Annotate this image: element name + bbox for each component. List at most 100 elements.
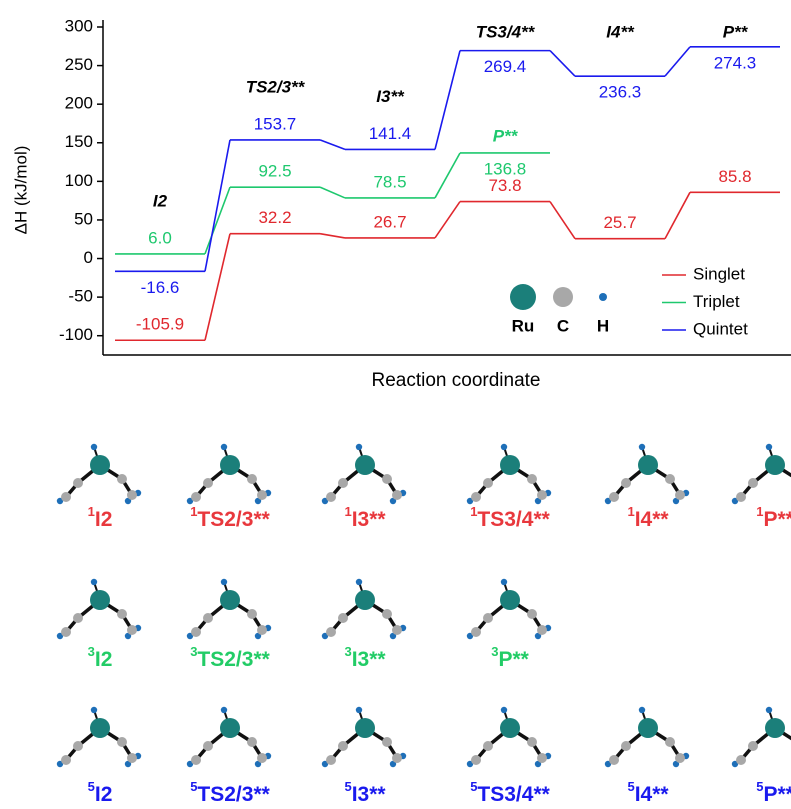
- y-tick-label: 200: [65, 94, 93, 113]
- ru-atom: [355, 455, 375, 475]
- c-atom: [675, 753, 685, 763]
- ru-atom: [90, 590, 110, 610]
- c-atom: [736, 492, 746, 502]
- connector: [435, 51, 460, 150]
- structure-spin: 3: [491, 644, 498, 659]
- molecule: [187, 444, 271, 504]
- value-label: 153.7: [254, 114, 297, 133]
- structure-name: I2: [95, 508, 113, 531]
- molecule: [732, 707, 791, 767]
- c-atom: [257, 625, 267, 635]
- structure-spin: 3: [344, 644, 351, 659]
- value-label: 78.5: [373, 172, 406, 191]
- structure-label: 1I3**: [344, 504, 386, 530]
- connector: [435, 202, 460, 238]
- category-label: TS2/3**: [246, 77, 306, 96]
- value-label: 26.7: [373, 212, 406, 231]
- y-tick-label: -100: [59, 325, 93, 344]
- structure-spin: 1: [470, 504, 477, 519]
- c-atom: [338, 613, 348, 623]
- c-atom: [326, 492, 336, 502]
- structure-name: TS2/3**: [197, 648, 270, 671]
- h-atom: [766, 444, 772, 450]
- structure-spin: 1: [344, 504, 351, 519]
- category-label: TS3/4**: [476, 22, 536, 41]
- y-tick-label: 250: [65, 55, 93, 74]
- c-atom: [527, 474, 537, 484]
- structure-spin: 5: [344, 779, 351, 794]
- h-atom: [91, 707, 97, 713]
- y-tick-label: -50: [68, 287, 93, 306]
- structure-label: 3I2: [88, 644, 113, 670]
- structure-name: I3**: [352, 508, 387, 531]
- structure-name: I3**: [352, 783, 387, 806]
- structure-name: I3**: [352, 648, 387, 671]
- atom-swatch: [510, 284, 536, 310]
- ru-atom: [638, 455, 658, 475]
- ru-atom: [220, 455, 240, 475]
- h-atom: [91, 444, 97, 450]
- value-label: 141.4: [369, 124, 412, 143]
- structure-spin: 5: [627, 779, 634, 794]
- c-atom: [73, 741, 83, 751]
- atom-swatch: [599, 293, 607, 301]
- structure-label: 5TS2/3**: [190, 779, 270, 805]
- structure-name: P**: [763, 508, 791, 531]
- structure-label: 5I2: [88, 779, 113, 805]
- structure-spin: 1: [627, 504, 634, 519]
- value-label: 25.7: [603, 213, 636, 232]
- value-label: 73.8: [488, 176, 521, 195]
- h-atom: [221, 444, 227, 450]
- c-atom: [665, 474, 675, 484]
- h-atom: [501, 707, 507, 713]
- structure-name: I4**: [635, 508, 670, 531]
- c-atom: [191, 492, 201, 502]
- connector: [550, 51, 575, 77]
- ru-atom: [90, 455, 110, 475]
- c-atom: [471, 755, 481, 765]
- atom-label: H: [597, 316, 609, 335]
- c-atom: [621, 478, 631, 488]
- c-atom: [392, 490, 402, 500]
- molecule: [187, 579, 271, 639]
- c-atom: [748, 478, 758, 488]
- structure-label: 5I4**: [627, 779, 669, 805]
- c-atom: [61, 755, 71, 765]
- structure-label: 3I3**: [344, 644, 386, 670]
- molecule: [732, 444, 791, 504]
- structure-label: 3P**: [491, 644, 529, 670]
- ru-atom: [500, 590, 520, 610]
- structure-label: 5I3**: [344, 779, 386, 805]
- value-label: -16.6: [141, 278, 180, 297]
- legend-label: Quintet: [693, 319, 748, 338]
- ru-atom: [765, 455, 785, 475]
- category-label: P**: [723, 22, 749, 41]
- c-atom: [338, 478, 348, 488]
- structure-label: 1P**: [756, 504, 791, 530]
- ru-atom: [765, 718, 785, 738]
- ru-atom: [500, 455, 520, 475]
- atom-label: C: [557, 316, 569, 335]
- structure-label: 5TS3/4**: [470, 779, 550, 805]
- structure-name: TS2/3**: [197, 783, 270, 806]
- structure-label: 1TS3/4**: [470, 504, 550, 530]
- c-atom: [483, 741, 493, 751]
- value-label: 136.8: [484, 159, 527, 178]
- structure-name: I4**: [635, 783, 670, 806]
- ru-atom: [220, 590, 240, 610]
- c-atom: [392, 753, 402, 763]
- structure-spin: 3: [190, 644, 197, 659]
- c-atom: [191, 627, 201, 637]
- structure-spin: 3: [88, 644, 95, 659]
- legend-label: Singlet: [693, 264, 745, 283]
- structure-label: 1I4**: [627, 504, 669, 530]
- value-label: 236.3: [599, 83, 642, 102]
- c-atom: [621, 741, 631, 751]
- connector: [320, 234, 345, 238]
- molecule: [322, 444, 406, 504]
- category-label: I2: [153, 191, 168, 210]
- c-atom: [127, 625, 137, 635]
- structure-spin: 5: [88, 779, 95, 794]
- c-atom: [61, 627, 71, 637]
- ru-atom: [90, 718, 110, 738]
